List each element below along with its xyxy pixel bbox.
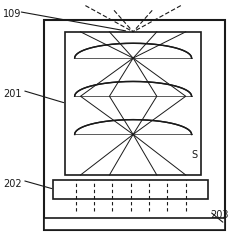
Text: 202: 202 [3, 179, 22, 189]
Bar [44, 20, 225, 230]
Text: S: S [192, 150, 198, 160]
Bar [65, 32, 201, 175]
Text: 109: 109 [3, 9, 21, 19]
Bar [53, 180, 208, 199]
Text: 203: 203 [211, 209, 229, 220]
Bar [44, 218, 225, 230]
Text: 201: 201 [3, 89, 22, 99]
